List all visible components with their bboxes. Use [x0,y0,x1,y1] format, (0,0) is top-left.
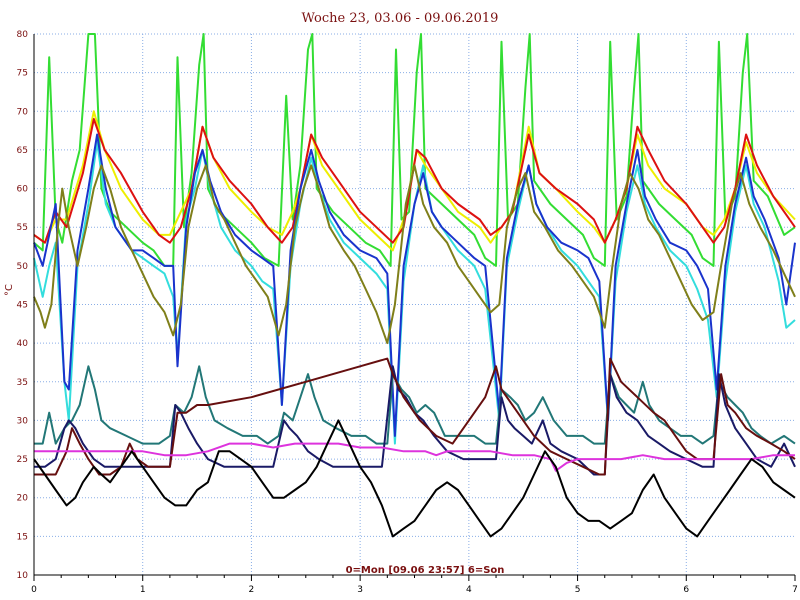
x-tick-label: 0 [31,585,37,595]
series-line-6 [33,164,796,345]
y-tick-label: 50 [17,262,29,272]
series-group [33,33,796,538]
x-tick-label: 1 [140,585,146,595]
y-tick-label: 60 [17,185,29,195]
y-tick-label: 20 [17,494,29,504]
x-tick-label: 6 [683,585,689,595]
x-tick-label: 7 [792,585,798,595]
y-tick-label: 70 [17,107,29,117]
y-tick-labels: 10 15 20 25 30 35 40 45 50 55 60 65 70 75 80 [17,30,29,581]
grid [34,33,795,576]
chart-title: Woche 23, 03.06 - 09.06.2019 [302,11,499,26]
series-line-10 [34,442,795,472]
y-tick-label: 65 [17,146,28,156]
axes [33,34,796,581]
x-axis-label: 0=Mon [09.06 23:57] 6=Son [346,565,505,576]
x-tick-label: 5 [575,585,581,595]
y-tick-label: 10 [17,571,29,581]
series-line-5 [33,133,796,437]
y-tick-label: 45 [17,301,28,311]
x-tick-label: 2 [249,585,255,595]
y-tick-label: 55 [17,223,28,233]
x-tick-labels: 0 1 2 3 4 5 6 7 [31,585,798,595]
x-tick-label: 3 [357,585,363,595]
y-axis-label: °C [4,284,15,296]
y-tick-label: 15 [17,532,28,542]
y-tick-label: 25 [17,455,28,465]
x-tick-label: 4 [466,585,472,595]
y-tick-label: 35 [17,378,28,388]
series-line-11 [33,419,796,538]
y-tick-label: 40 [17,339,29,349]
y-tick-label: 30 [17,416,29,426]
y-tick-label: 80 [17,30,29,40]
y-tick-label: 75 [17,69,28,79]
